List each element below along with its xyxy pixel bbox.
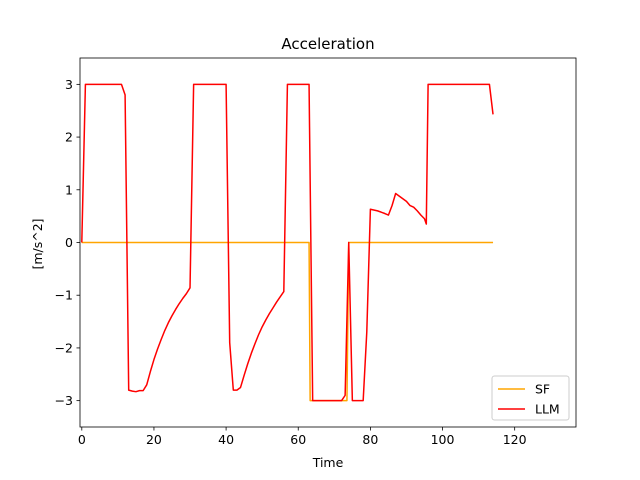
legend-label-sf: SF: [535, 382, 550, 397]
chart-title: Acceleration: [281, 35, 374, 53]
series-layer: [81, 83, 494, 402]
x-tick-label: 0: [78, 432, 86, 447]
y-tick-label: 1: [65, 182, 73, 197]
x-tick-label: 80: [362, 432, 378, 447]
x-tick-label: 60: [290, 432, 306, 447]
x-tick-label: 40: [218, 432, 234, 447]
x-tick-label: 20: [146, 432, 162, 447]
series-line-llm: [81, 83, 494, 402]
x-tick-label: 120: [503, 432, 527, 447]
y-tick-label: −3: [55, 393, 73, 408]
y-tick-label: −2: [55, 340, 73, 355]
y-axis-label: [m/s^2]: [30, 218, 45, 269]
y-tick-label: 3: [65, 77, 73, 92]
x-tick-label: 100: [431, 432, 455, 447]
legend-label-llm: LLM: [535, 402, 560, 417]
legend: SF LLM: [491, 375, 570, 421]
y-tick-label: 2: [65, 130, 73, 145]
y-tick-label: −1: [55, 288, 73, 303]
y-axis: −3 −2 −1 0 1 2 3: [55, 77, 80, 408]
x-axis-label: Time: [312, 455, 344, 470]
y-tick-label: 0: [65, 235, 73, 250]
x-axis: 0 20 40 60 80 100 120: [78, 427, 527, 447]
